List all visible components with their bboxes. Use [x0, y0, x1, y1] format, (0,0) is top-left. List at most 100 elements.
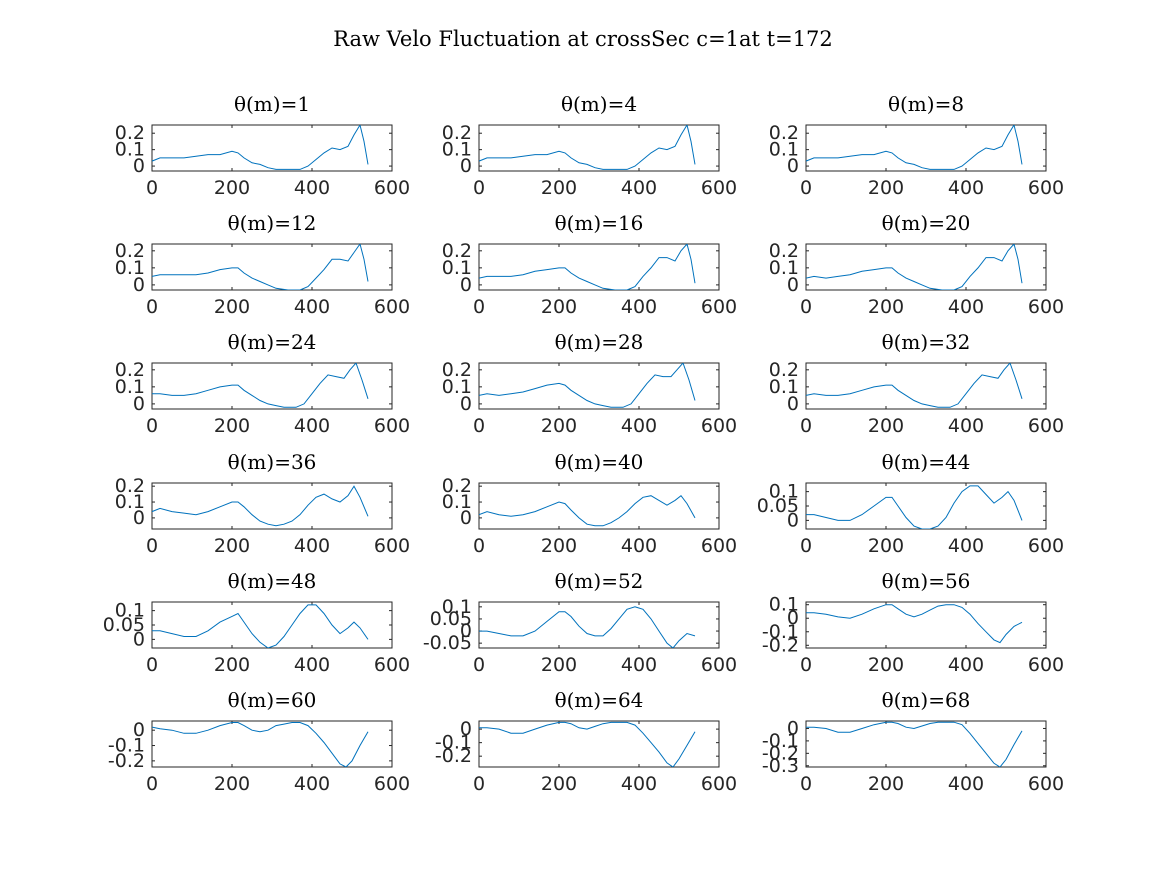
x-tick-label: 0: [146, 773, 158, 795]
axes-box: [805, 601, 1047, 649]
y-tick-label: 0.1: [115, 257, 145, 279]
subplot: θ(m)=20 0 200 400 600 00.10.2: [769, 211, 1064, 318]
x-tick-label: 400: [621, 773, 657, 795]
y-tick-label: 0: [787, 717, 799, 739]
y-tick-label: 0.2: [115, 475, 145, 497]
x-tick-label: 200: [214, 296, 250, 318]
y-tick-label: 0: [460, 620, 472, 642]
axes-box: [805, 362, 1047, 410]
y-tick-label: 0: [133, 393, 145, 415]
x-tick-label: 0: [800, 415, 812, 437]
y-tick-label: 0: [460, 507, 472, 529]
x-tick-label: 200: [214, 535, 250, 557]
x-tick-label: 600: [1028, 296, 1064, 318]
subplot: θ(m)=60 0 200 400 600 -0.2-0.10: [108, 688, 410, 795]
subplot: θ(m)=8 0 200 400 600 00.10.2: [769, 92, 1064, 199]
y-tick-label: 0.2: [115, 240, 145, 262]
x-tick-label: 600: [374, 296, 410, 318]
x-tick-label: 400: [948, 177, 984, 199]
axes-box: [805, 482, 1047, 530]
subplot-title: θ(m)=20: [882, 211, 971, 235]
x-tick-label: 0: [473, 415, 485, 437]
x-tick-label: 400: [621, 535, 657, 557]
x-tick-label: 200: [868, 535, 904, 557]
y-tick-label: 0.1: [115, 139, 145, 161]
series-line: [479, 606, 696, 648]
subplot: θ(m)=32 0 200 400 600 00.10.2: [769, 330, 1064, 437]
series-line: [479, 363, 696, 408]
y-tick-label: 0.1: [442, 596, 472, 618]
y-tick-label: 0.2: [442, 240, 472, 262]
series-line: [152, 363, 369, 408]
y-tick-label: 0.1: [769, 481, 799, 503]
subplot: θ(m)=12 0 200 400 600 00.10.2: [115, 211, 410, 318]
axes-box: [478, 720, 720, 768]
axes-box: [805, 243, 1047, 291]
x-tick-label: 600: [1028, 773, 1064, 795]
y-tick-label: 0: [460, 274, 472, 296]
x-tick-label: 600: [701, 177, 737, 199]
y-tick-label: 0: [133, 628, 145, 650]
y-tick-label: -0.2: [762, 634, 799, 656]
y-tick-label: 0.2: [115, 359, 145, 381]
axes-box: [805, 720, 1047, 768]
axes-box: [478, 124, 720, 172]
axes-box: [151, 362, 393, 410]
subplot: θ(m)=28 0 200 400 600 00.10.2: [442, 330, 737, 437]
axes-box: [478, 243, 720, 291]
y-tick-label: 0.05: [103, 614, 145, 636]
series-line: [152, 125, 369, 170]
x-tick-label: 400: [294, 535, 330, 557]
x-tick-label: 400: [294, 654, 330, 676]
y-tick-label: 0.2: [769, 240, 799, 262]
y-tick-label: 0.1: [115, 600, 145, 622]
series-line: [152, 722, 369, 767]
x-tick-label: 0: [473, 296, 485, 318]
subplot: θ(m)=68 0 200 400 600 -0.3-0.2-0.10: [762, 688, 1064, 795]
series-line: [806, 363, 1023, 408]
x-tick-label: 0: [146, 535, 158, 557]
series-line: [479, 125, 696, 170]
subplot: θ(m)=560 200 400 600-0.2-0.100.1: [762, 569, 1064, 676]
subplot-title: θ(m)=1: [234, 92, 310, 116]
subplot-title: θ(m)=44: [882, 450, 971, 474]
y-tick-label: 0.1: [115, 491, 145, 513]
series-line: [806, 125, 1023, 170]
y-tick-label: 0: [787, 155, 799, 177]
series-line: [152, 485, 369, 527]
subplot-title: θ(m)=64: [555, 688, 644, 712]
series-line: [479, 721, 696, 767]
y-tick-label: -0.2: [108, 750, 145, 772]
x-tick-label: 400: [294, 773, 330, 795]
axes-box: [151, 601, 393, 649]
axes-box: [151, 124, 393, 172]
x-tick-label: 200: [541, 773, 577, 795]
y-tick-label: 0.2: [442, 359, 472, 381]
x-tick-label: 0: [800, 296, 812, 318]
series-line: [806, 244, 1023, 290]
y-tick-label: 0.05: [757, 495, 799, 517]
subplot: θ(m)=44 0 200 400 600 00.050.1: [757, 450, 1064, 557]
x-tick-label: 200: [214, 415, 250, 437]
axes-box: [478, 362, 720, 410]
x-tick-label: 400: [294, 177, 330, 199]
x-tick-label: 200: [541, 654, 577, 676]
y-tick-label: 0.2: [115, 122, 145, 144]
subplot-title: θ(m)=52: [555, 569, 644, 593]
y-tick-label: 0: [787, 393, 799, 415]
x-tick-label: 0: [800, 177, 812, 199]
x-tick-label: 0: [800, 773, 812, 795]
x-tick-label: 600: [374, 535, 410, 557]
subplot: θ(m)=40 0 200 400 600 00.10.2: [442, 450, 737, 557]
x-tick-label: 200: [541, 296, 577, 318]
axes-box: [151, 482, 393, 530]
y-tick-label: -0.3: [762, 755, 799, 777]
figure-title: Raw Velo Fluctuation at crossSec c=1at t…: [333, 27, 833, 51]
y-tick-label: -0.1: [762, 730, 799, 752]
series-line: [806, 485, 1023, 529]
y-tick-label: -0.1: [108, 735, 145, 757]
y-tick-label: 0: [787, 607, 799, 629]
x-tick-label: 0: [800, 654, 812, 676]
